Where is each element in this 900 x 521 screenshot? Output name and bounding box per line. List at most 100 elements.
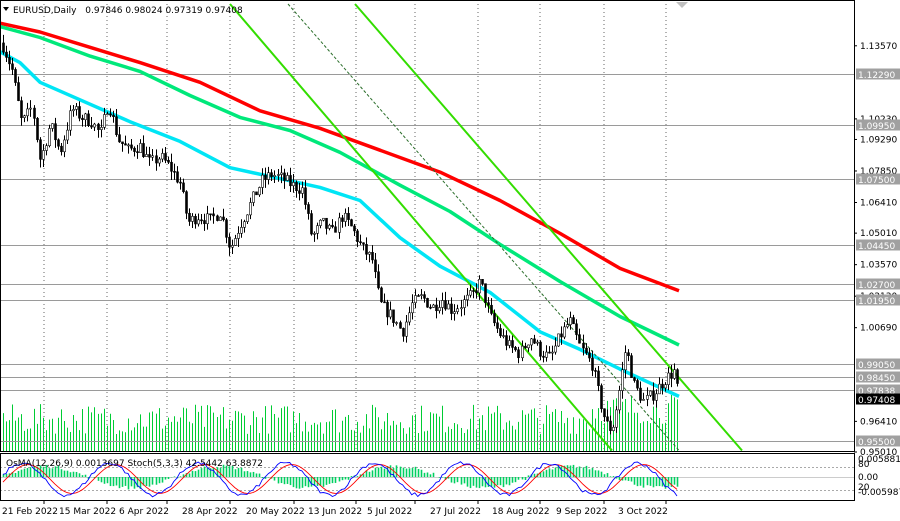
candle-body — [481, 279, 484, 284]
candle-body — [456, 308, 459, 312]
candle-body — [109, 113, 112, 116]
x-tick-label: 28 Apr 2022 — [182, 507, 238, 517]
candle-body — [460, 307, 463, 310]
candle-body — [588, 352, 591, 359]
candle-body — [48, 128, 51, 147]
x-tick-label: 3 Oct 2022 — [618, 507, 668, 517]
candle-body — [310, 213, 313, 235]
y-tick-label: 1.09290 — [860, 135, 897, 145]
candle-body — [344, 212, 347, 222]
candle-body — [295, 182, 298, 192]
candle-body — [664, 384, 667, 389]
candle-body — [60, 145, 63, 153]
candle-body — [582, 342, 585, 349]
candle-body — [328, 224, 331, 229]
candle-body — [133, 147, 136, 152]
candle-body — [472, 290, 475, 292]
x-tick-label: 20 May 2022 — [246, 507, 305, 517]
level-badge — [856, 294, 900, 306]
indicator-label: OsMA(12,26,9) 0.0013697 Stoch(5,3,3) 42.… — [6, 459, 263, 469]
moving-average-line — [0, 21, 680, 293]
candle-body — [115, 116, 118, 135]
candle-body — [639, 387, 642, 401]
candle-body — [496, 322, 499, 329]
candle-body — [667, 372, 670, 385]
candle-body — [75, 106, 78, 110]
candle-body — [487, 302, 490, 306]
candle-body — [252, 191, 255, 203]
y-tick-label: 1.13570 — [860, 42, 897, 52]
level-label: 0.99050 — [858, 361, 895, 371]
candle-body — [289, 175, 292, 187]
candle-body — [368, 252, 371, 255]
candle-body — [84, 113, 87, 121]
level-badge — [856, 393, 900, 405]
x-axis: 21 Feb 2022 15 Mar 2022 6 Apr 2022 28 Apr 2… — [2, 500, 668, 517]
candle-body — [319, 219, 322, 226]
scroll-marker-icon[interactable] — [676, 2, 688, 8]
x-tick-label: 13 Jun 2022 — [308, 507, 362, 517]
candle-body — [389, 309, 392, 318]
dropdown-triangle-icon[interactable] — [3, 7, 9, 11]
candle-body — [264, 174, 267, 180]
candle-body — [93, 123, 96, 128]
candle-body — [81, 117, 84, 121]
candle-body — [292, 182, 295, 187]
candle-body — [219, 216, 222, 221]
candle-body — [511, 340, 514, 348]
candle-body — [530, 338, 533, 346]
candle-body — [313, 233, 316, 235]
candle-body — [423, 294, 426, 299]
candle-body — [469, 290, 472, 296]
candle-body — [411, 302, 414, 314]
candle-body — [87, 113, 90, 127]
indicator-pane — [0, 461, 854, 498]
candle-body — [377, 271, 380, 289]
candle-body — [371, 252, 374, 261]
x-tick-label: 5 Jul 2022 — [367, 507, 412, 517]
candle-body — [450, 303, 453, 314]
candle-body — [5, 51, 8, 58]
candle-body — [594, 370, 597, 372]
candle-body — [151, 155, 154, 158]
candle-body — [621, 369, 624, 391]
y-tick-label: 1.00690 — [860, 324, 897, 334]
level-label: 0.95500 — [858, 438, 895, 448]
y-tick-label: 1.03570 — [860, 261, 897, 271]
candle-body — [200, 219, 203, 222]
y-tick-label: 1.06410 — [860, 198, 897, 208]
level-label: 1.02700 — [858, 281, 895, 291]
level-label: 0.98450 — [858, 374, 895, 384]
candle-body — [39, 139, 42, 160]
candle-body — [148, 154, 151, 158]
candle-body — [652, 390, 655, 401]
price-grid — [43, 0, 667, 452]
candle-body — [524, 345, 527, 349]
level-badge — [856, 435, 900, 447]
candle-body — [100, 127, 103, 130]
candle-body — [191, 216, 194, 222]
candles — [2, 34, 679, 435]
candle-body — [78, 106, 81, 119]
candle-body — [560, 333, 563, 338]
candle-body — [237, 233, 240, 239]
level-badge — [856, 239, 900, 251]
candle-body — [374, 259, 377, 273]
candle-body — [130, 144, 133, 149]
candle-body — [103, 114, 106, 128]
candle-body — [234, 238, 237, 246]
candle-body — [36, 118, 39, 141]
y-tick-label: 0.96410 — [860, 417, 897, 427]
candle-body — [322, 217, 325, 221]
candle-body — [399, 322, 402, 329]
candle-body — [316, 225, 319, 234]
candle-body — [72, 109, 75, 112]
candle-body — [551, 351, 554, 354]
candle-body — [438, 307, 441, 312]
candle-body — [533, 338, 536, 344]
candle-body — [194, 216, 197, 225]
candle-body — [228, 237, 231, 248]
level-badge — [856, 278, 900, 290]
candle-body — [395, 322, 398, 324]
